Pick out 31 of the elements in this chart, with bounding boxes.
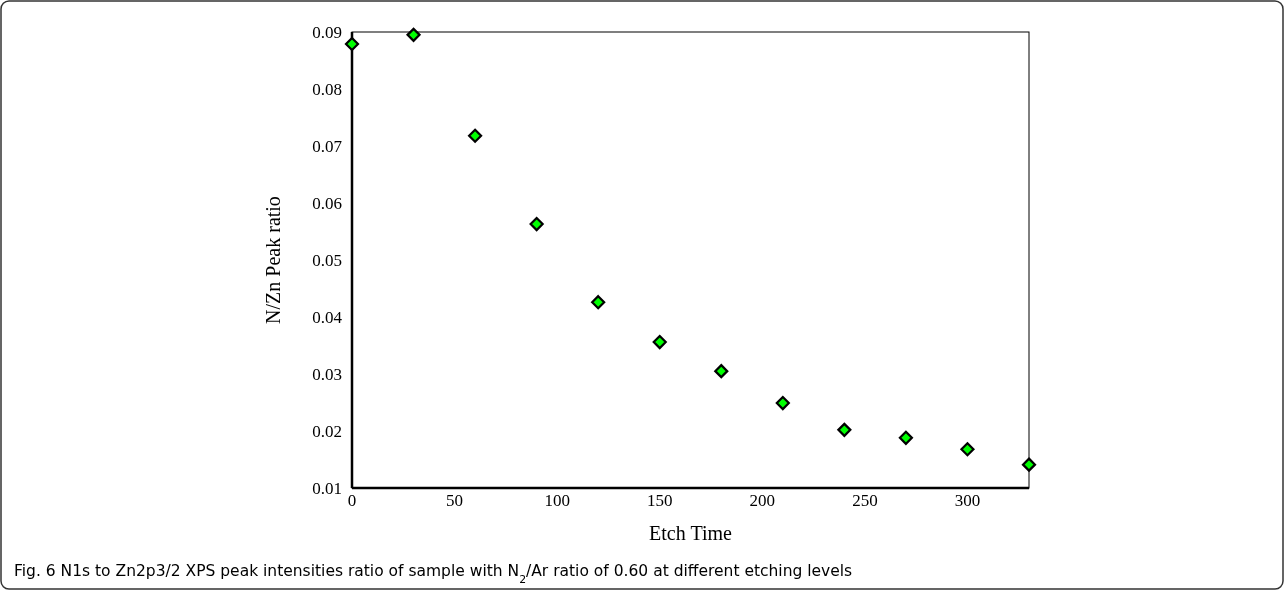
y-tick-label: 0.05 [312, 250, 342, 270]
point [652, 334, 667, 350]
point [1021, 457, 1037, 472]
x-tick-label: 300 [954, 491, 981, 510]
x-tick-label: 200 [749, 491, 776, 510]
point [344, 36, 360, 52]
y-tick-label: 0.08 [312, 79, 342, 99]
point [898, 430, 914, 445]
y-axis-title: N/Zn Peak ratio [262, 196, 284, 324]
x-tick-label: 100 [544, 491, 570, 510]
x-tick-label: 150 [646, 491, 673, 510]
y-tick-label: 0.02 [312, 421, 342, 441]
x-tick-label: 0 [347, 491, 357, 510]
point [529, 216, 544, 232]
y-tick-label: 0.04 [312, 307, 343, 327]
y-tick-label: 0.03 [312, 364, 342, 384]
caption: Fig. 6 N1s to Zn2p3/2 XPS peak intensities ratio of sample with N$_{2}$/Ar ratio of 0.60 at different etching levels [14, 562, 853, 586]
point [406, 27, 421, 42]
x-tick-label: 250 [852, 491, 878, 510]
y-tick-label: 0.09 [312, 22, 342, 42]
point [591, 295, 606, 310]
x-axis-title: Etch Time [649, 522, 733, 544]
y-tick-label: 0.06 [312, 193, 342, 213]
point [837, 422, 852, 437]
point [775, 395, 790, 411]
y-tick-label: 0.07 [312, 136, 343, 156]
x-tick-label: 50 [446, 491, 464, 510]
y-tick-label: 0.01 [312, 478, 342, 498]
point [467, 128, 483, 143]
point [714, 364, 729, 379]
point [960, 442, 975, 457]
